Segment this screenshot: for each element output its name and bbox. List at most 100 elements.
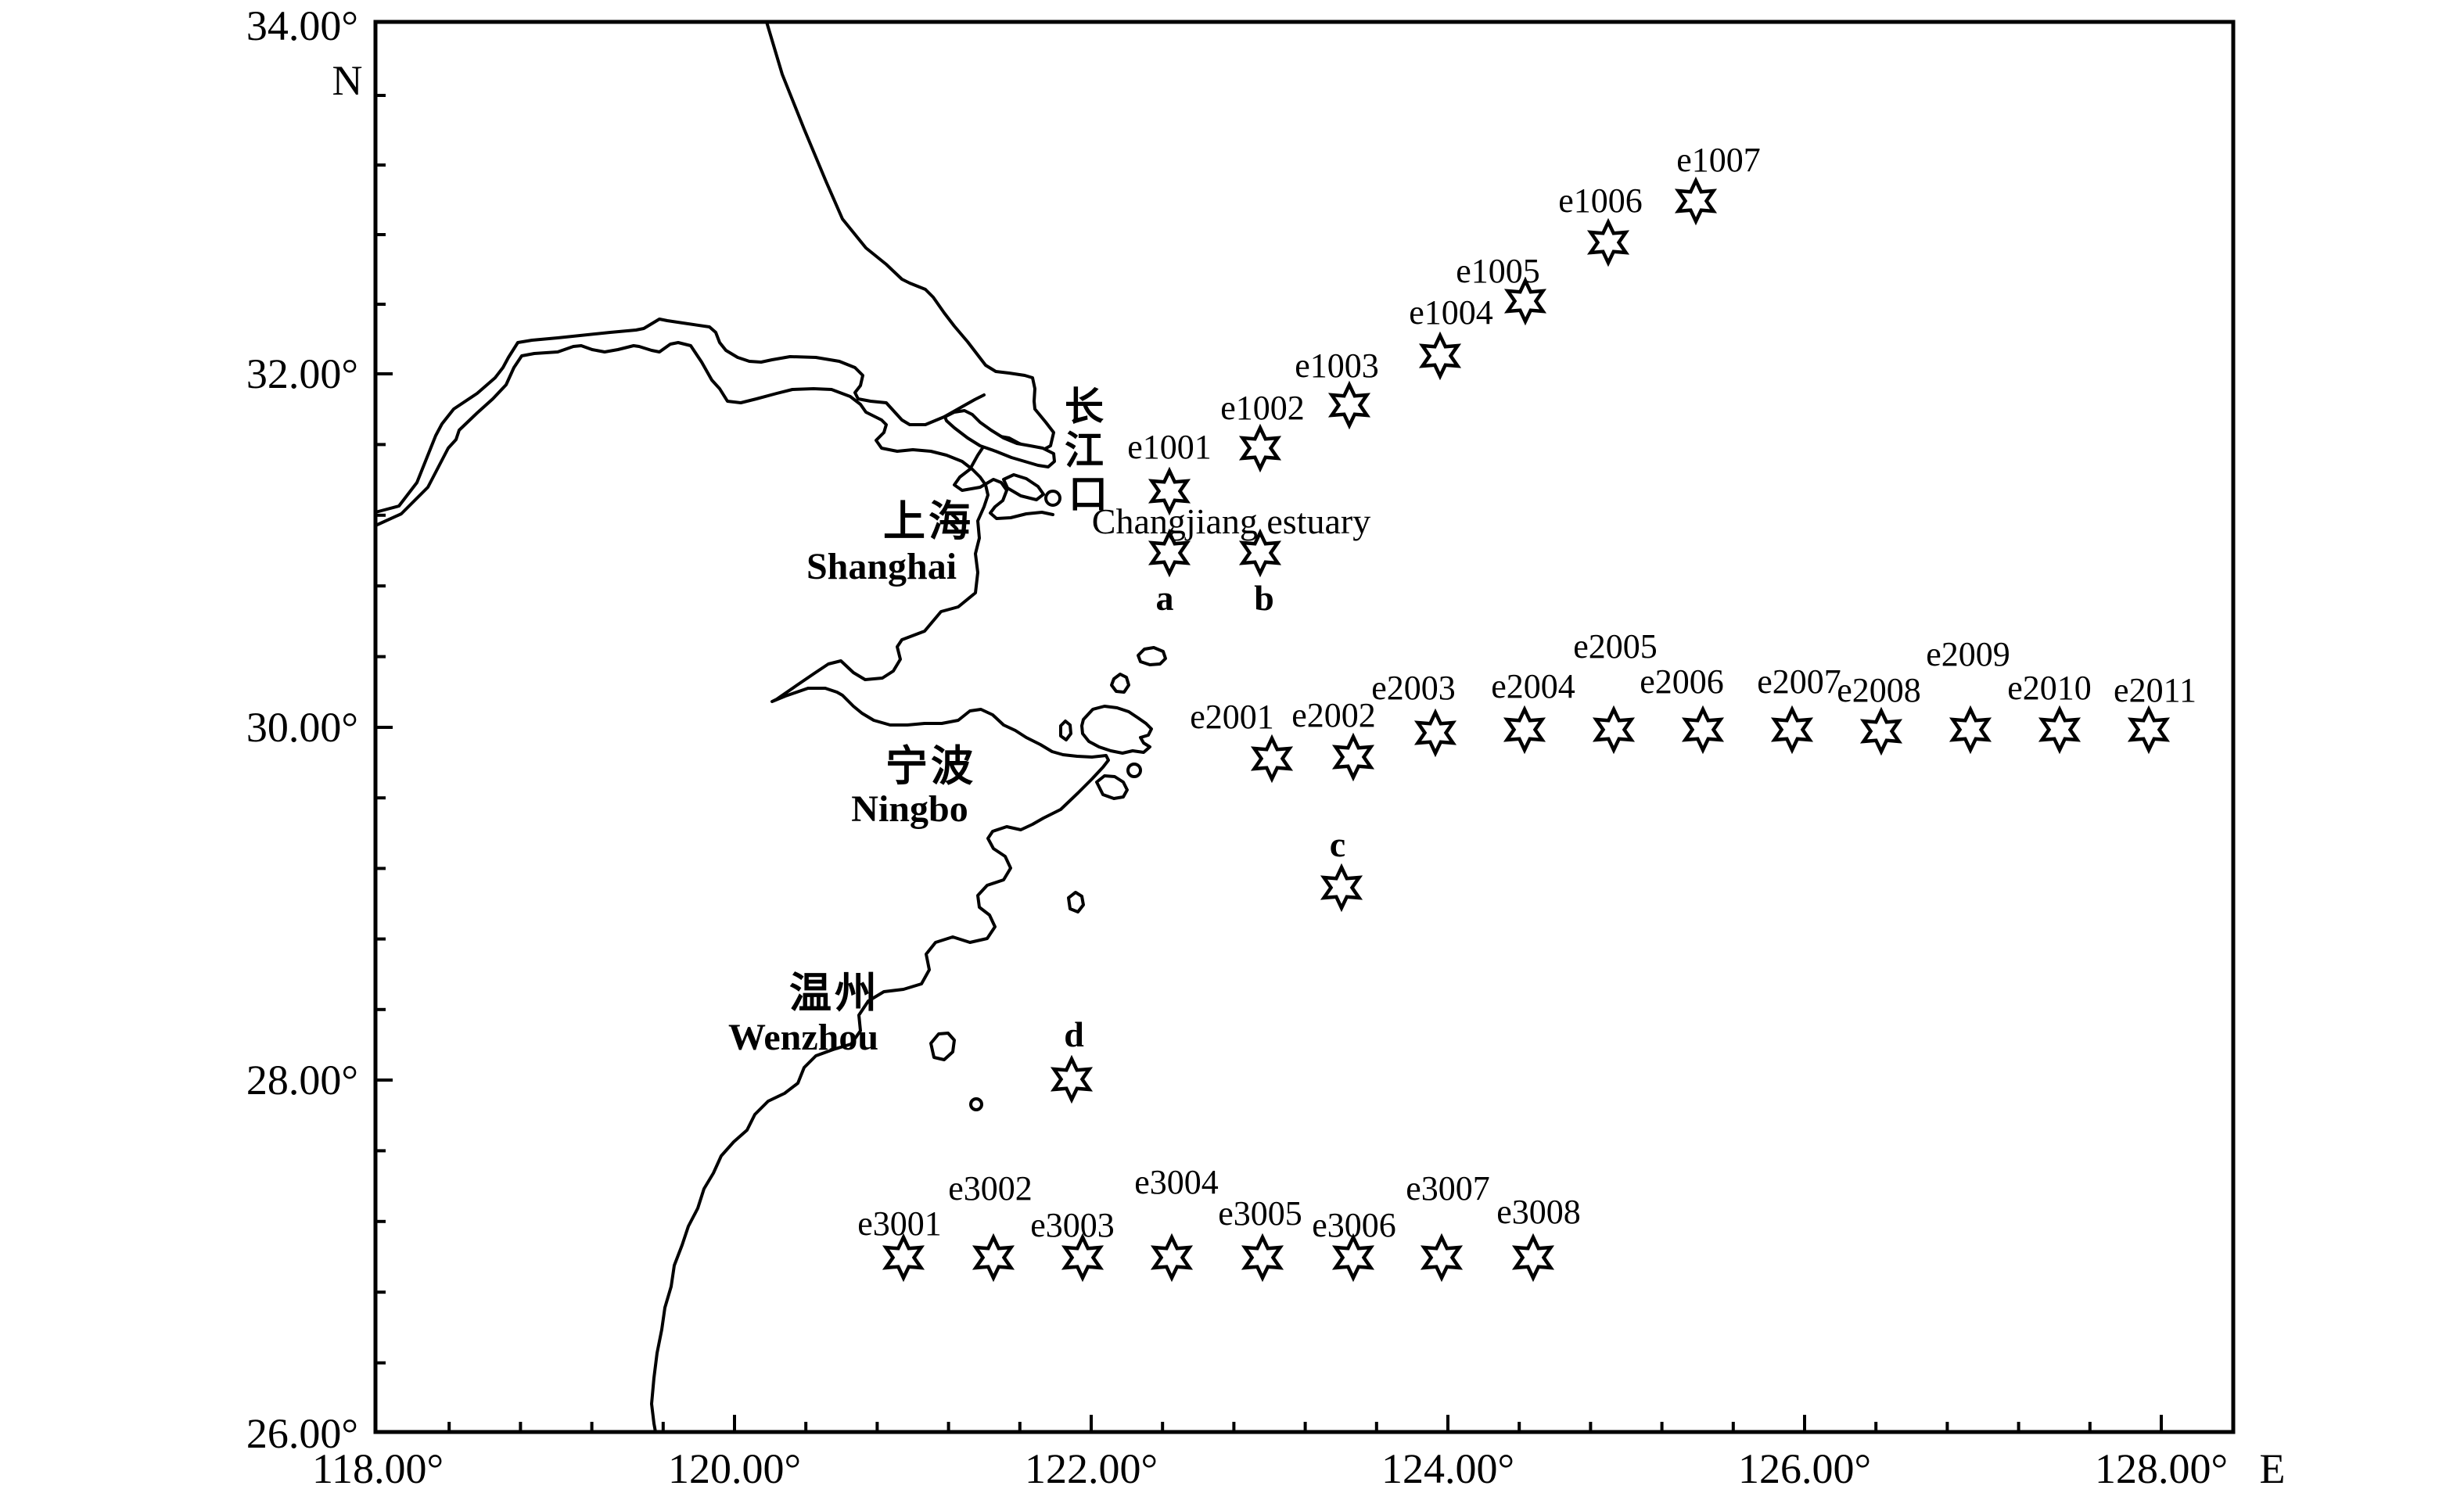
station-star-e2009	[1949, 705, 1992, 755]
station-label-e3006: e3006	[1312, 1206, 1396, 1244]
station-label-e1002: e1002	[1220, 389, 1305, 427]
y-axis-tick-label-1: 32.00°	[246, 350, 358, 397]
station-label-e3003: e3003	[1030, 1206, 1115, 1244]
x-axis-tick-label-5: 128.00°	[2094, 1445, 2229, 1492]
changjiang-char-2-label: 江	[1065, 429, 1104, 472]
station-star-e3001	[882, 1233, 925, 1283]
island-zhoushan-islet-d	[1059, 720, 1072, 741]
island-zhoushan-islet-e	[1095, 774, 1129, 800]
ningbo-zh-label: 宁波	[885, 743, 976, 790]
y-axis-unit-north: N	[332, 57, 363, 104]
station-label-e2006: e2006	[1640, 662, 1724, 701]
wenzhou-zh-label: 温州	[789, 970, 880, 1017]
station-star-e2007	[1770, 705, 1814, 755]
station-label-e1001: e1001	[1127, 428, 1212, 466]
station-star-e1004	[1418, 331, 1462, 381]
station-star-e3008	[1511, 1233, 1555, 1283]
island-zhoushan-islet-f	[1126, 763, 1142, 778]
x-axis-tick-label-2: 122.00°	[1024, 1445, 1158, 1492]
station-label-e2008: e2008	[1837, 671, 1921, 709]
station-star-c	[1320, 863, 1363, 913]
station-star-e2001	[1250, 734, 1294, 784]
x-axis-tick-label-3: 124.00°	[1381, 1445, 1515, 1492]
station-label-e1005: e1005	[1456, 252, 1540, 290]
station-star-e2010	[2038, 705, 2081, 755]
station-label-c: c	[1329, 824, 1346, 864]
island-zhoushan-islet-g	[1067, 891, 1085, 913]
station-label-e2005: e2005	[1573, 627, 1658, 666]
station-label-e2002: e2002	[1291, 696, 1376, 734]
ningbo-en-label: Ningbo	[851, 788, 968, 830]
station-label-e2007: e2007	[1757, 662, 1841, 701]
station-star-e3007	[1420, 1233, 1464, 1283]
x-axis-tick-label-0: 118.00°	[311, 1445, 444, 1492]
station-star-e3005	[1241, 1233, 1284, 1283]
station-star-e1005	[1503, 276, 1547, 326]
island-zhoushan-islet-a	[1137, 646, 1167, 666]
station-label-e2011: e2011	[2114, 671, 2196, 709]
shanghai-zh-label: 上海	[883, 498, 974, 545]
station-star-e2005	[1592, 705, 1636, 755]
station-label-e2001: e2001	[1190, 698, 1274, 736]
station-label-a: a	[1155, 578, 1174, 618]
coastline-north-coast	[765, 20, 1055, 520]
station-label-e1006: e1006	[1558, 181, 1643, 220]
station-label-e3008: e3008	[1496, 1193, 1581, 1231]
island-zhoushan-islet-b	[1110, 673, 1130, 694]
station-star-e1007	[1674, 176, 1718, 226]
island-changxing-island	[1002, 473, 1045, 501]
coastline-yangtze-north-bank	[374, 318, 986, 514]
wenzhou-en-label: Wenzhou	[727, 1017, 879, 1058]
changjiang-char-3-label: 口	[1069, 472, 1108, 516]
station-label-e1007: e1007	[1676, 141, 1761, 179]
station-star-e1006	[1586, 217, 1630, 267]
station-label-e3005: e3005	[1218, 1194, 1302, 1233]
island-wenzhou-islet-small	[969, 1097, 983, 1111]
station-star-e1002	[1238, 423, 1282, 473]
coastline-south-coast	[374, 341, 1110, 1434]
station-star-e3003	[1061, 1233, 1104, 1283]
shanghai-en-label: Shanghai	[806, 546, 957, 587]
y-axis-tick-label-4: 26.00°	[246, 1410, 358, 1457]
station-label-b: b	[1254, 578, 1274, 618]
station-star-b	[1238, 528, 1282, 578]
x-axis-tick-label-4: 126.00°	[1737, 1445, 1872, 1492]
station-label-e2010: e2010	[2007, 669, 2092, 707]
y-axis-tick-label-3: 28.00°	[246, 1057, 358, 1104]
island-estuary-islet	[1044, 490, 1061, 507]
island-wenzhou-islet	[929, 1032, 956, 1061]
station-label-e3001: e3001	[857, 1204, 942, 1243]
station-star-e2011	[2127, 705, 2171, 755]
station-label-e2004: e2004	[1491, 667, 1575, 705]
station-star-e1003	[1327, 380, 1371, 430]
station-star-a	[1148, 528, 1191, 578]
island-chongming-island	[943, 409, 1056, 468]
station-label-e1004: e1004	[1409, 293, 1493, 332]
station-star-e2002	[1331, 732, 1375, 782]
station-label-d: d	[1064, 1014, 1084, 1054]
station-star-e2006	[1681, 705, 1725, 755]
x-axis-unit-east: E	[2259, 1445, 2286, 1492]
station-star-e2008	[1859, 706, 1903, 756]
station-label-e1003: e1003	[1295, 346, 1379, 385]
station-label-e3007: e3007	[1406, 1169, 1490, 1208]
y-axis-tick-label-0: 34.00°	[246, 2, 358, 49]
station-star-e2004	[1503, 705, 1546, 755]
station-star-e3002	[972, 1233, 1015, 1283]
station-star-e3004	[1150, 1233, 1194, 1283]
island-zhoushan-main-island	[1080, 705, 1153, 755]
changjiang-char-1-label: 长	[1065, 385, 1104, 429]
station-label-e3004: e3004	[1134, 1163, 1219, 1201]
y-axis-tick-label-2: 30.00°	[246, 704, 358, 751]
station-star-e2003	[1413, 708, 1457, 758]
station-label-e2003: e2003	[1371, 669, 1456, 707]
station-label-e3002: e3002	[948, 1169, 1033, 1208]
station-label-e2009: e2009	[1926, 635, 2010, 673]
station-star-e1001	[1148, 466, 1191, 516]
station-star-e3006	[1331, 1233, 1375, 1283]
station-star-d	[1050, 1054, 1094, 1104]
x-axis-tick-label-1: 120.00°	[667, 1445, 802, 1492]
changjiang-estuary-label: Changjiang estuary	[1091, 501, 1371, 541]
